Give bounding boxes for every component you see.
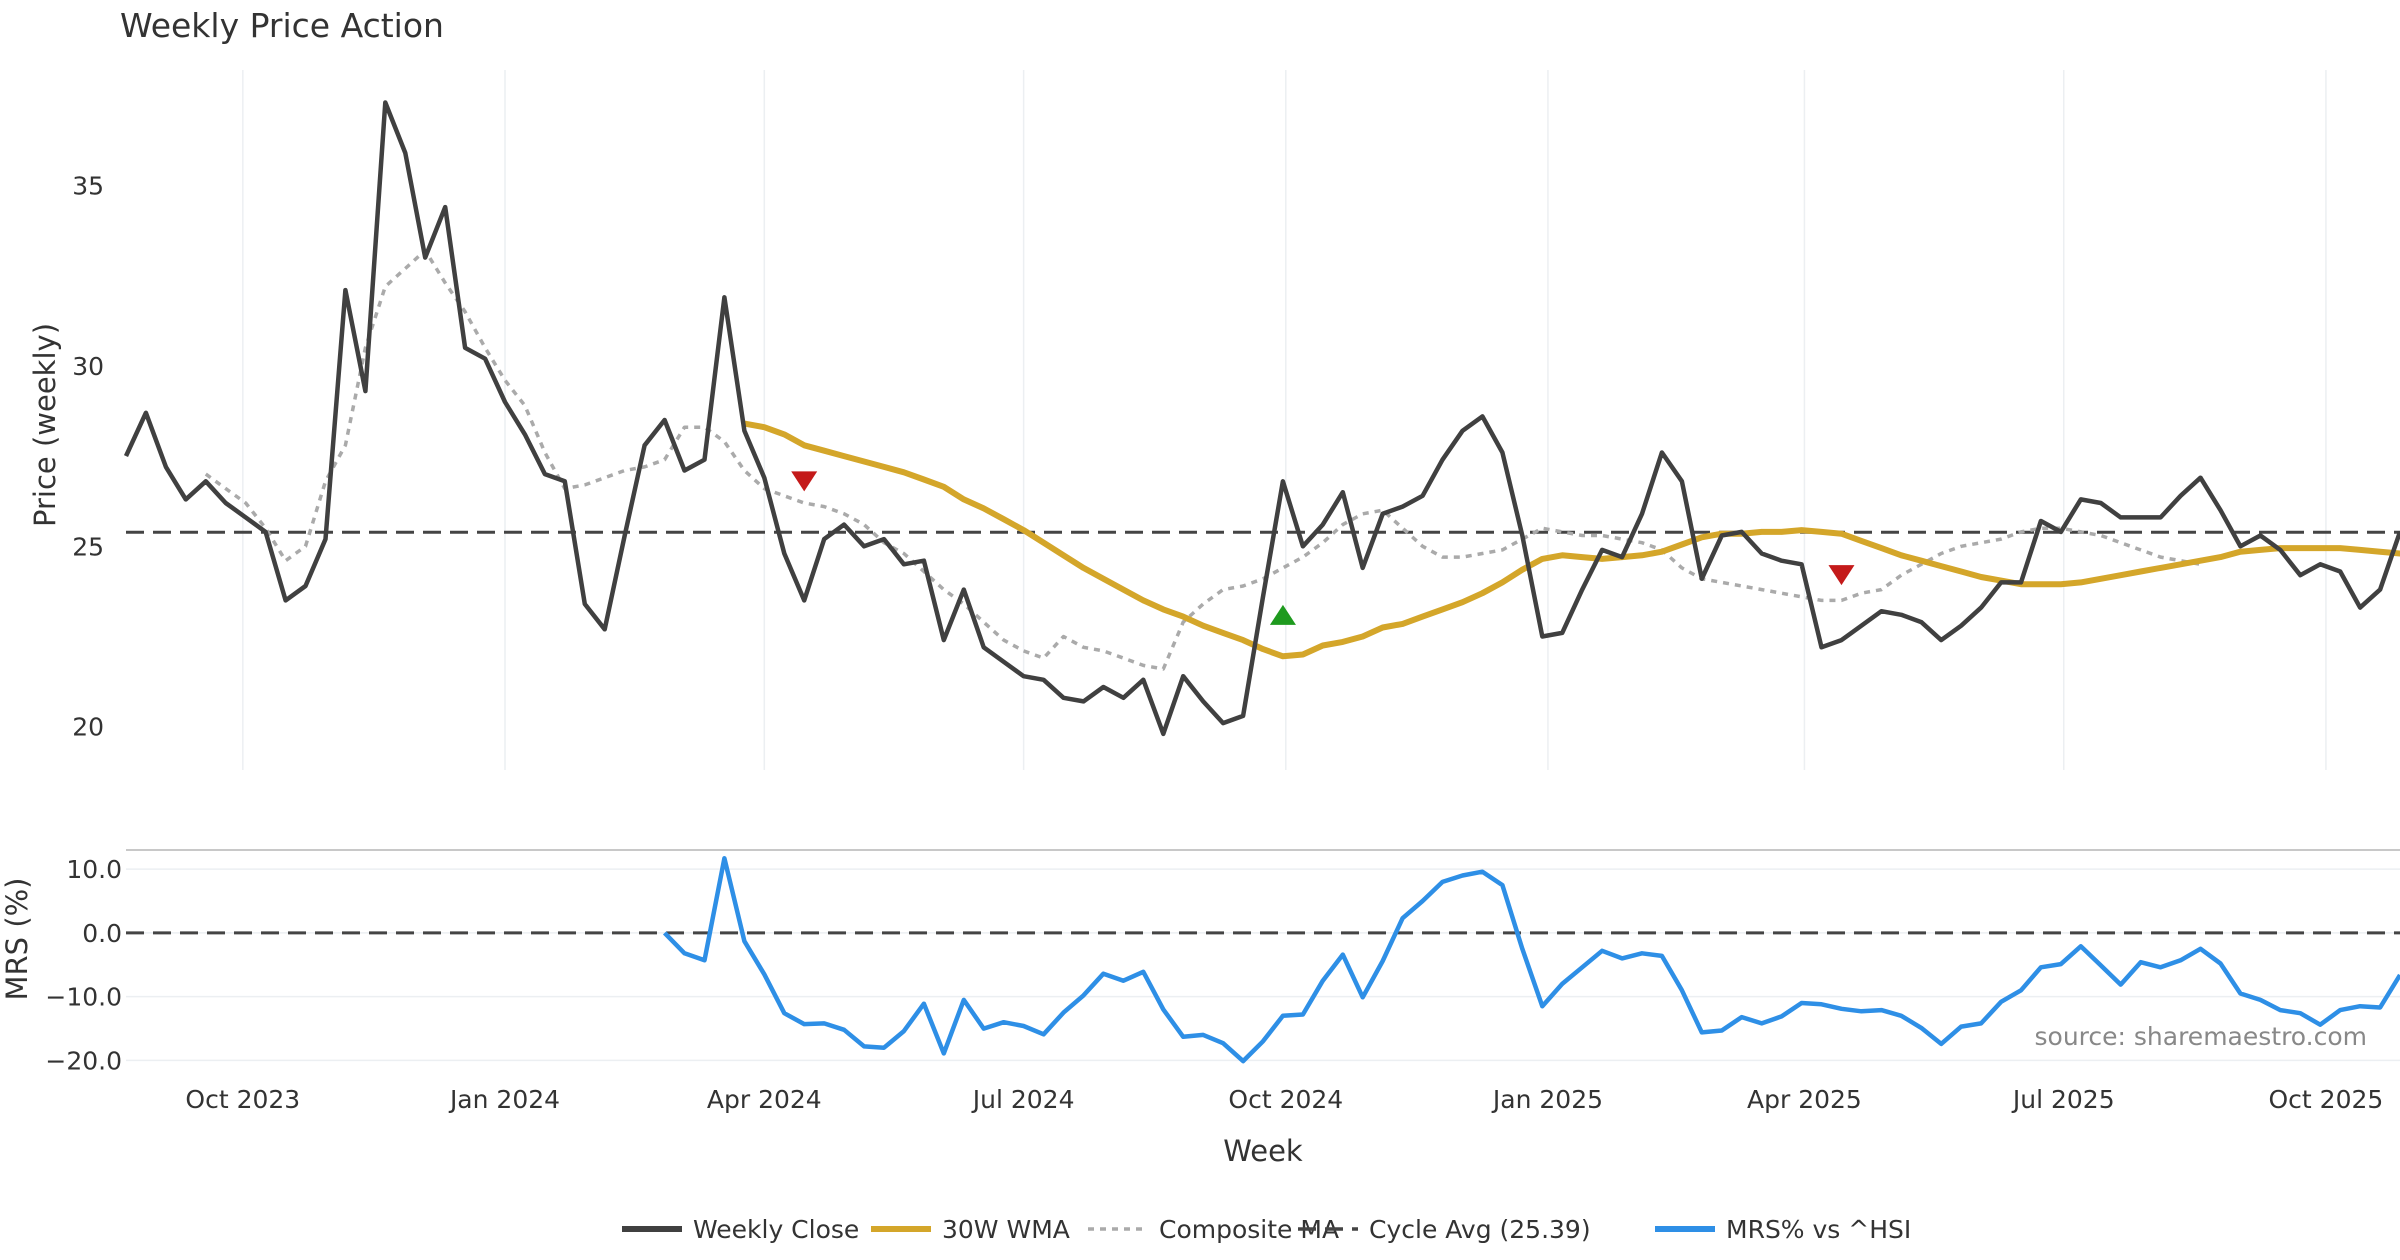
- mrs-series: [126, 856, 2400, 1064]
- sell-signal-marker: [791, 471, 818, 492]
- legend-label: 30W WMA: [942, 1215, 1070, 1244]
- price-y-tick-label: 25: [72, 532, 104, 561]
- legend-label: Weekly Close: [693, 1215, 859, 1244]
- x-tick-label: Jul 2024: [971, 1085, 1075, 1114]
- price-y-tick-label: 20: [72, 713, 104, 742]
- price-y-ticks: 20 25 30 35: [72, 171, 104, 741]
- x-tick-label: Oct 2025: [2269, 1085, 2384, 1114]
- chart-title: Weekly Price Action: [120, 6, 444, 45]
- x-tick-label: Apr 2025: [1747, 1085, 1862, 1114]
- legend-item: MRS% vs ^HSI: [1655, 1215, 1911, 1244]
- x-tick-label: Oct 2023: [185, 1085, 300, 1114]
- mrs-y-tick-label: 10.0: [66, 855, 122, 884]
- price-y-axis-title: Price (weekly): [28, 323, 62, 527]
- x-tick-label: Jan 2024: [448, 1085, 560, 1114]
- mrs-y-ticks: 10.0 0.0 −10.0 −20.0: [45, 855, 122, 1075]
- price-y-tick-label: 35: [72, 171, 104, 200]
- x-tick-label: Oct 2024: [1228, 1085, 1343, 1114]
- weekly-close-line: [123, 100, 2400, 737]
- mrs-y-tick-label: 0.0: [82, 919, 122, 948]
- mrs-panel: 10.0 0.0 −10.0 −20.0 MRS (%) source: sharem…: [0, 855, 2400, 1075]
- sell-signal-marker: [1828, 565, 1855, 586]
- legend: Weekly Close 30W WMA Composite MA Cycle Avg…: [622, 1215, 1911, 1244]
- legend-label: MRS% vs ^HSI: [1726, 1215, 1911, 1244]
- mrs-y-tick-label: −10.0: [45, 983, 122, 1012]
- price-series: [123, 100, 2400, 737]
- source-credit: source: sharemaestro.com: [2035, 1022, 2368, 1051]
- composite-ma-line: [204, 248, 2201, 671]
- x-tick-label: Apr 2024: [707, 1085, 822, 1114]
- legend-item: Cycle Avg (25.39): [1298, 1215, 1591, 1244]
- x-tick-label: Jan 2025: [1491, 1085, 1603, 1114]
- signal-markers: [791, 471, 1855, 625]
- price-panel: 20 25 30 35 Price (weekly): [28, 70, 2400, 770]
- legend-item: Composite MA: [1088, 1215, 1339, 1244]
- mrs-vs-hsi-line: [662, 856, 2400, 1064]
- legend-item: Weekly Close: [622, 1215, 859, 1244]
- x-tick-label: Jul 2025: [2011, 1085, 2115, 1114]
- buy-signal-marker: [1269, 604, 1296, 625]
- price-gridlines: [242, 70, 2327, 770]
- price-y-tick-label: 30: [72, 352, 104, 381]
- wma-30w-line: [743, 420, 2400, 660]
- legend-item: 30W WMA: [871, 1215, 1070, 1244]
- mrs-y-tick-label: −20.0: [45, 1046, 122, 1075]
- legend-label: Cycle Avg (25.39): [1369, 1215, 1591, 1244]
- mrs-y-axis-title: MRS (%): [0, 878, 34, 1001]
- x-axis-title: Week: [1223, 1134, 1303, 1168]
- x-axis-ticks: Oct 2023 Jan 2024 Apr 2024 Jul 2024 Oct 2024…: [185, 1085, 2383, 1114]
